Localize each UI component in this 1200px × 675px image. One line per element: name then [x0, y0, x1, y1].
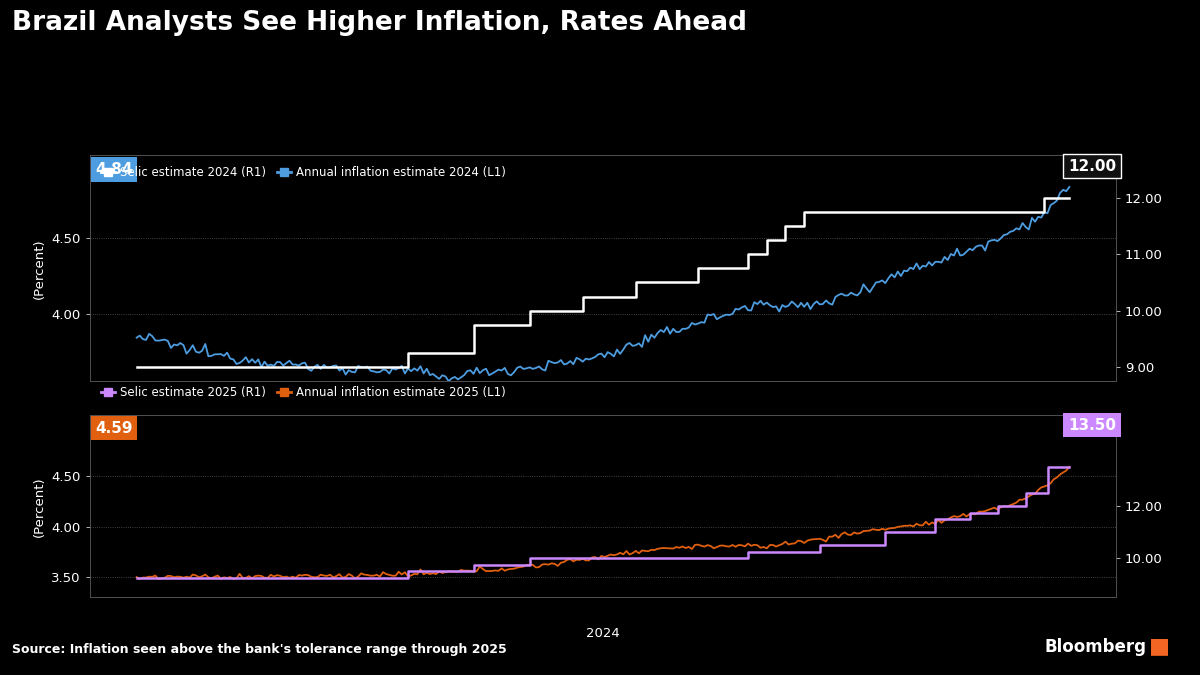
Text: 13.50: 13.50 — [1068, 418, 1116, 433]
Text: Bloomberg: Bloomberg — [1044, 638, 1146, 656]
Legend: Selic estimate 2025 (R1), Annual inflation estimate 2025 (L1): Selic estimate 2025 (R1), Annual inflati… — [96, 381, 510, 404]
Text: Brazil Analysts See Higher Inflation, Rates Ahead: Brazil Analysts See Higher Inflation, Ra… — [12, 10, 746, 36]
Text: 12.00: 12.00 — [1068, 159, 1116, 173]
Text: Source: Inflation seen above the bank's tolerance range through 2025: Source: Inflation seen above the bank's … — [12, 643, 506, 656]
Text: ■: ■ — [1150, 636, 1170, 656]
Y-axis label: (Percent): (Percent) — [34, 238, 46, 298]
Text: 4.59: 4.59 — [95, 421, 133, 435]
Text: 4.84: 4.84 — [95, 162, 133, 177]
Y-axis label: (Percent): (Percent) — [32, 476, 46, 537]
Legend: Selic estimate 2024 (R1), Annual inflation estimate 2024 (L1): Selic estimate 2024 (R1), Annual inflati… — [96, 161, 511, 184]
Text: 2024: 2024 — [586, 628, 620, 641]
